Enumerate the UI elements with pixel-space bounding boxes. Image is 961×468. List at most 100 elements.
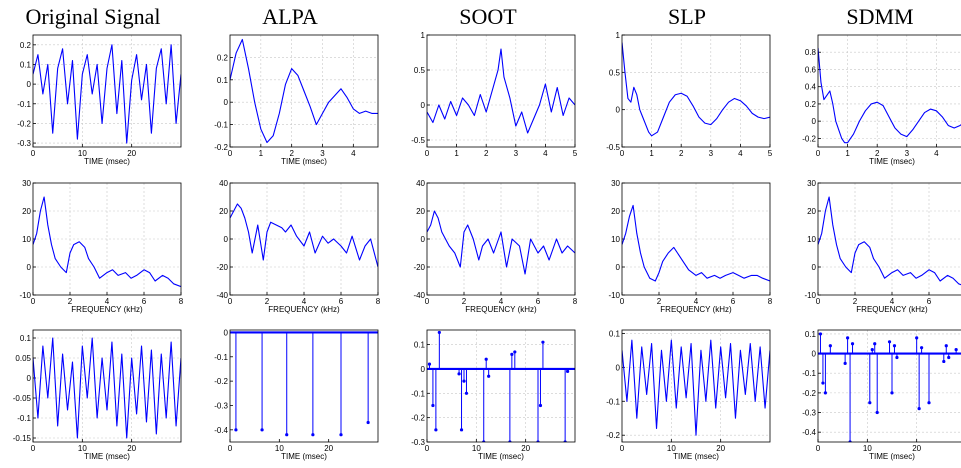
y-tick-label: -0.1 xyxy=(214,121,228,130)
panel-r3-soot: 0 10 20 -0.3 -0.2 -0.1 0 0.1 TIME (msec) xyxy=(411,329,576,461)
plot-frame xyxy=(229,34,379,148)
panel-r2-alpa: 0 2 4 6 8 -40 -20 0 20 40 FREQUENCY (kHz) xyxy=(216,179,380,314)
x-tick-label: 0 xyxy=(816,444,821,453)
plot-area xyxy=(818,196,961,286)
plot-frame xyxy=(817,34,961,148)
y-tick-label: -0.1 xyxy=(214,353,228,362)
stem-marker xyxy=(234,428,238,432)
series-line xyxy=(33,337,181,439)
plot-area xyxy=(33,44,181,144)
x-axis-label: FREQUENCY (kHz) xyxy=(268,305,340,314)
panel-r3-slp: 0 10 20 -0.2 -0.1 0 0.1 TIME (msec) xyxy=(606,329,771,461)
y-tick-label: 0.1 xyxy=(414,341,426,350)
x-tick-label: 10 xyxy=(667,444,676,453)
series-line xyxy=(33,44,181,144)
stem-marker xyxy=(459,428,464,432)
y-tick-label: -40 xyxy=(216,291,228,300)
y-tick-label: 40 xyxy=(219,179,228,188)
plot-frame xyxy=(426,329,576,443)
y-tick-label: 0 xyxy=(812,263,817,272)
stem-marker xyxy=(427,362,432,366)
y-tick-label: 10 xyxy=(807,235,816,244)
y-tick-label: 0 xyxy=(27,80,32,89)
y-tick-label: -0.1 xyxy=(17,414,31,423)
y-tick-label: -0.3 xyxy=(214,401,228,410)
y-tick-label: -0.3 xyxy=(17,139,31,148)
x-tick-label: 5 xyxy=(573,149,578,158)
x-tick-label: 2 xyxy=(462,297,467,306)
x-axis-label: TIME (msec) xyxy=(673,452,719,461)
x-axis-label: TIME (msec) xyxy=(84,452,130,461)
x-tick-label: 3 xyxy=(709,149,714,158)
y-tick-label: 0.05 xyxy=(15,354,31,363)
y-tick-label: -0.05 xyxy=(13,394,32,403)
plot-area xyxy=(622,339,770,436)
x-tick-label: 4 xyxy=(738,149,743,158)
x-tick-label: 2 xyxy=(68,297,73,306)
x-axis-label: FREQUENCY (kHz) xyxy=(660,305,732,314)
x-tick-label: 0 xyxy=(228,444,233,453)
x-axis-label: TIME (msec) xyxy=(869,157,915,166)
y-tick-label: -0.2 xyxy=(411,414,425,423)
panel-r1-soot: 0 1 2 3 4 5-0.500.51 xyxy=(411,31,578,158)
column-title-slp: SLP xyxy=(668,4,706,29)
y-tick-label: 1 xyxy=(616,31,621,40)
stem-marker xyxy=(917,406,921,411)
x-tick-label: 2 xyxy=(657,297,662,306)
plot-area xyxy=(33,337,181,439)
y-tick-label: 0 xyxy=(224,98,229,107)
y-tick-label: 40 xyxy=(416,179,425,188)
x-tick-label: 20 xyxy=(324,444,333,453)
x-tick-label: 0 xyxy=(31,149,36,158)
x-tick-label: 1 xyxy=(454,149,459,158)
y-tick-label: 0.5 xyxy=(414,66,426,75)
plot-area xyxy=(230,203,378,268)
y-tick-label: 10 xyxy=(22,235,31,244)
stem-marker xyxy=(510,352,514,356)
stem-marker xyxy=(870,348,874,352)
x-tick-label: 2 xyxy=(484,149,489,158)
y-tick-label: -10 xyxy=(19,291,31,300)
y-tick-label: -40 xyxy=(413,291,425,300)
panel-r1-alpa: 0 1 2 3 4 -0.2 -0.1 0 0.1 0.2 TIME (msec) xyxy=(214,34,379,166)
plot-frame xyxy=(621,34,771,148)
x-tick-label: 4 xyxy=(543,149,548,158)
y-tick-label: 0.1 xyxy=(20,334,32,343)
stem-marker xyxy=(927,401,931,405)
panel-r3-sdmm: 0 10 20 -0.4 -0.3 -0.2 -0.1 0 0.1 TIME (msec) xyxy=(802,329,961,461)
stem-marker xyxy=(843,361,847,366)
stem-marker xyxy=(484,357,488,361)
stem-marker xyxy=(566,369,570,373)
x-tick-label: 4 xyxy=(302,297,307,306)
plot-frame xyxy=(229,182,379,296)
stem-marker xyxy=(821,381,825,385)
stem-marker xyxy=(538,403,543,408)
plot-area xyxy=(33,196,181,288)
x-tick-label: 2 xyxy=(289,149,294,158)
plot-frame xyxy=(817,329,961,443)
y-tick-label: -20 xyxy=(216,263,228,272)
plot-frame xyxy=(621,329,771,443)
x-tick-label: 10 xyxy=(78,444,87,453)
y-tick-label: 0 xyxy=(27,374,32,383)
y-tick-label: -0.1 xyxy=(802,369,816,378)
stem-marker xyxy=(895,355,899,360)
plot-frame xyxy=(32,34,182,148)
plot-area xyxy=(427,210,575,275)
series-line xyxy=(622,204,770,282)
series-line xyxy=(33,196,181,288)
y-tick-label: -10 xyxy=(608,291,620,300)
stem-marker xyxy=(487,374,491,378)
stem-marker xyxy=(285,433,289,437)
y-tick-label: -0.4 xyxy=(802,428,816,437)
y-tick-label: -0.1 xyxy=(606,397,620,406)
y-tick-label: -0.1 xyxy=(411,389,425,398)
x-axis-label: TIME (msec) xyxy=(281,452,327,461)
column-title-original-signal: Original Signal xyxy=(25,4,160,29)
x-tick-label: 3 xyxy=(514,149,519,158)
panel-r3-original-signal: 0 10 20 -0.15 -0.1 -0.05 0 0.05 0.1 TIME (msec) xyxy=(13,329,182,461)
x-tick-label: 10 xyxy=(78,149,87,158)
x-tick-label: 6 xyxy=(536,297,541,306)
stem-marker xyxy=(944,344,948,348)
y-tick-label: 0 xyxy=(812,350,817,359)
